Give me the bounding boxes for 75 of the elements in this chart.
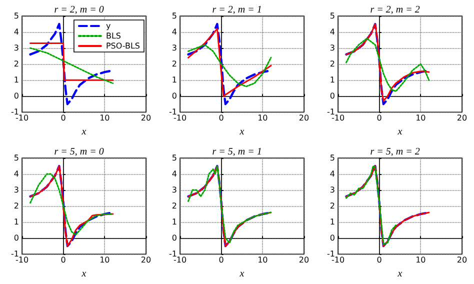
y-tick-label: 1: [172, 218, 177, 227]
y-tick-label: 4: [172, 170, 177, 179]
x-tick-label: 10: [100, 256, 110, 265]
x-tick-label: 0: [60, 256, 66, 265]
y-tick-label: 4: [14, 28, 19, 37]
chart-title: r = 2, m = 0: [54, 4, 104, 16]
chart-title: r = 2, m = 2: [370, 4, 420, 16]
y-tick-label: 2: [330, 202, 335, 211]
y-tick-label: 3: [172, 186, 177, 195]
x-tick-label: 20: [298, 114, 310, 123]
chart-title: r = 5, m = 1: [212, 146, 262, 158]
x-tick-label: 0: [60, 114, 66, 123]
y-tick-label: 2: [14, 60, 19, 69]
y-tick-label: 0: [14, 234, 19, 243]
y-tick-label: 3: [14, 44, 19, 53]
y-tick-label: 2: [330, 60, 335, 69]
y-tick-label: 5: [14, 154, 19, 162]
legend-label: y: [106, 22, 111, 30]
y-tick-label: 0: [330, 92, 335, 101]
y-tick-label: 3: [14, 186, 19, 195]
line-series: [188, 44, 272, 88]
x-tick-label: 10: [416, 114, 426, 123]
x-tick-label: 20: [298, 256, 310, 265]
line-series: [188, 28, 272, 97]
x-tick-label: 10: [258, 256, 268, 265]
line-series: [346, 165, 397, 246]
chart-title: r = 5, m = 0: [54, 146, 104, 158]
y-tick-label: 1: [330, 76, 335, 85]
y-tick-label: 2: [172, 202, 177, 211]
y-tick-label: 3: [172, 44, 177, 53]
y-tick-label: 3: [330, 44, 335, 53]
x-axis-title: x: [80, 126, 87, 138]
y-tick-label: 4: [330, 28, 335, 37]
y-tick-label: 0: [172, 92, 177, 101]
y-tick-label: 5: [14, 12, 19, 20]
y-tick-label: 0: [14, 92, 19, 101]
y-tick-label: 3: [330, 186, 335, 195]
y-tick-label: 1: [172, 76, 177, 85]
x-tick-label: 10: [416, 256, 426, 265]
line-series: [30, 47, 114, 84]
x-tick-label: 20: [140, 256, 152, 265]
x-axis-title: x: [238, 126, 245, 138]
x-tick-label: 0: [218, 114, 224, 123]
y-tick-label: 2: [172, 60, 177, 69]
y-tick-label: 5: [330, 154, 335, 162]
x-axis-title: x: [238, 268, 245, 280]
y-tick-label: 5: [172, 12, 177, 20]
x-tick-label: 0: [218, 256, 224, 265]
x-tick-label: 20: [456, 114, 468, 123]
line-series: [346, 38, 430, 92]
y-tick-label: 4: [14, 170, 19, 179]
legend-label: BLS: [106, 32, 121, 40]
y-tick-label: 2: [14, 202, 19, 211]
x-axis-title: x: [396, 126, 403, 138]
chart-title: r = 2, m = 1: [212, 4, 262, 16]
x-tick-label: 20: [456, 256, 468, 265]
chart-title: r = 5, m = 2: [370, 146, 420, 158]
y-tick-label: 1: [330, 218, 335, 227]
y-tick-label: 0: [330, 234, 335, 243]
x-axis-title: x: [80, 268, 87, 280]
x-tick-label: 10: [100, 114, 110, 123]
x-tick-label: 0: [376, 114, 382, 123]
x-tick-label: 0: [376, 256, 382, 265]
y-tick-label: 0: [172, 234, 177, 243]
x-axis-title: x: [396, 268, 403, 280]
legend-label: PSO-BLS: [106, 42, 140, 50]
y-tick-label: 1: [14, 218, 19, 227]
y-tick-label: 4: [172, 28, 177, 37]
y-tick-label: 5: [330, 12, 335, 20]
y-tick-label: 4: [330, 170, 335, 179]
x-tick-label: 10: [258, 114, 268, 123]
y-tick-label: 5: [172, 154, 177, 162]
x-tick-label: 20: [140, 114, 152, 123]
line-series: [30, 173, 114, 236]
y-tick-label: 1: [14, 76, 19, 85]
